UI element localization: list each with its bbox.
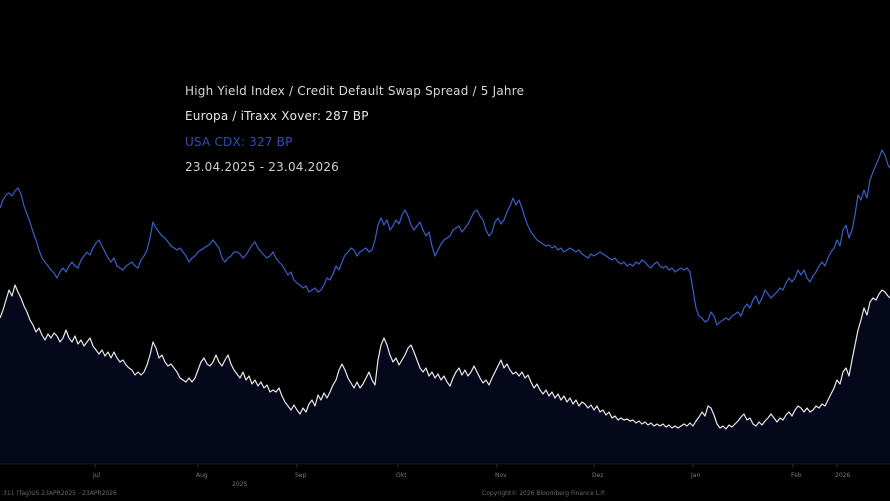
- x-axis-ticks: Jul Aug Sep Okt Nov Dez Jan Feb 2026 2025: [92, 464, 850, 488]
- legend-usa: USA CDX: 327 BP: [185, 134, 293, 149]
- date-range: 23.04.2025 - 23.04.2026: [185, 159, 339, 174]
- x-tick-label: Sep: [295, 472, 307, 479]
- europe-area-fill: [0, 285, 890, 464]
- x-tick-label: Dez: [592, 472, 603, 479]
- x-tick-label: Okt: [396, 472, 407, 479]
- europe-itraxx-line: [0, 284, 890, 430]
- x-tick-label: Jan: [690, 472, 700, 479]
- x-tick-label: Feb: [791, 472, 802, 479]
- usa-cdx-line: [0, 149, 890, 326]
- x-tick-label: Jul: [92, 472, 101, 479]
- footer-left-text: 311 (Tag)US 23APR2025 - 23APR2026: [3, 490, 117, 497]
- x-tick-label: Aug: [196, 472, 208, 479]
- x-tick-label: Nov: [495, 472, 507, 479]
- year-label: 2025: [232, 481, 247, 488]
- legend-europe: Europa / iTraxx Xover: 287 BP: [185, 109, 369, 124]
- footer-copyright: Copyright© 2026 Bloomberg Finance L.P.: [482, 490, 606, 497]
- x-tick-label: 2026: [835, 472, 850, 479]
- chart-legend: High Yield Index / Credit Default Swap S…: [185, 79, 524, 180]
- chart-title: High Yield Index / Credit Default Swap S…: [185, 84, 525, 98]
